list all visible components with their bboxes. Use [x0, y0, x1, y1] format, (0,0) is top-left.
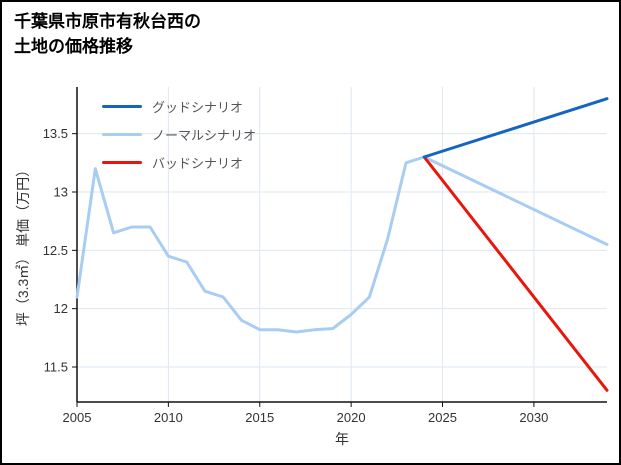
good-scenario-line-swatch [102, 104, 142, 108]
legend-item-bad-scenario[interactable]: バッドシナリオ [102, 148, 256, 176]
legend-item-good-scenario[interactable]: グッドシナリオ [102, 92, 256, 120]
y-tick-label: 13.5 [43, 126, 68, 141]
x-tick-label: 2030 [519, 410, 548, 425]
x-tick-label: 2025 [428, 410, 457, 425]
series-line-2 [422, 155, 609, 392]
series-line-0 [422, 97, 609, 159]
page-title-line1: 千葉県市原市有秋台西の [14, 12, 201, 31]
series-line-1 [75, 155, 609, 334]
y-tick-label: 11.5 [44, 360, 68, 375]
x-tick-label: 2020 [337, 410, 366, 425]
x-tick-label: 2010 [154, 410, 183, 425]
y-tick-label: 12.5 [43, 243, 68, 258]
legend-label-bad-scenario: バッドシナリオ [152, 155, 244, 171]
legend-label-good-scenario: グッドシナリオ [152, 99, 244, 115]
y-axis-label: 坪（3.3㎡） 単価（万円） [15, 163, 31, 326]
price-trend-chart: 2005 2010 2015 2020 2025 2030 11.5 12 12.5 13 13.5… [15, 87, 609, 447]
legend-item-normal-scenario[interactable]: ノーマルシナリオ [102, 120, 256, 148]
page-title-line2: 土地の価格推移 [14, 36, 133, 56]
y-tick-label: 13 [54, 185, 68, 200]
x-tick-label: 2005 [63, 410, 92, 425]
x-tick-label: 2015 [245, 410, 274, 425]
y-tick-label: 12 [54, 301, 68, 316]
legend: グッドシナリオ ノーマルシナリオ バッドシナリオ [102, 92, 256, 176]
legend-label-normal-scenario: ノーマルシナリオ [152, 127, 257, 143]
x-axis-label: 年 [335, 431, 349, 447]
bad-scenario-line-swatch [102, 160, 142, 164]
normal-scenario-line-swatch [102, 132, 142, 136]
page-title: 千葉県市原市有秋台西の 土地の価格推移 [14, 10, 201, 59]
